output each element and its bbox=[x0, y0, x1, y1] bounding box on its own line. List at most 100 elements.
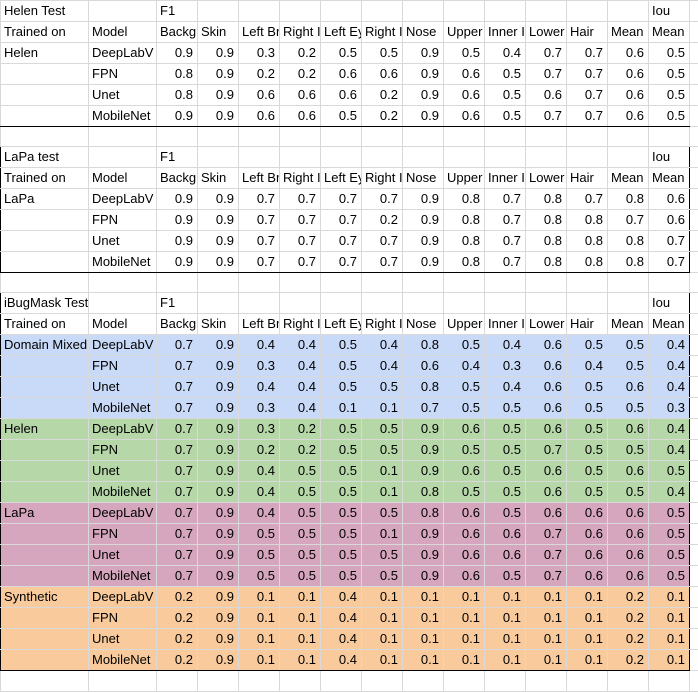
empty-cell[interactable] bbox=[690, 43, 698, 64]
value-cell[interactable]: 0.5 bbox=[567, 440, 608, 461]
model-cell[interactable]: Unet bbox=[89, 377, 157, 398]
value-cell[interactable]: 0.9 bbox=[198, 252, 239, 273]
value-cell[interactable]: 0.1 bbox=[362, 461, 403, 482]
empty-cell[interactable] bbox=[362, 127, 403, 147]
value-cell[interactable]: 0.9 bbox=[403, 461, 444, 482]
value-cell[interactable]: 0.2 bbox=[157, 629, 198, 650]
model-cell[interactable]: Unet bbox=[89, 629, 157, 650]
value-cell[interactable]: 0.9 bbox=[198, 566, 239, 587]
value-cell[interactable]: 0.9 bbox=[198, 210, 239, 231]
value-cell[interactable]: 0.8 bbox=[403, 482, 444, 503]
value-cell[interactable]: 0.1 bbox=[280, 629, 321, 650]
value-cell[interactable]: 0.1 bbox=[362, 524, 403, 545]
value-cell[interactable]: 0.4 bbox=[362, 335, 403, 356]
value-cell[interactable]: 0.7 bbox=[649, 231, 690, 252]
value-cell[interactable]: 0.1 bbox=[280, 608, 321, 629]
value-cell[interactable]: 0.9 bbox=[403, 43, 444, 64]
model-cell[interactable]: DeepLabV bbox=[89, 335, 157, 356]
value-cell[interactable]: 0.5 bbox=[444, 440, 485, 461]
column-header[interactable]: Hair bbox=[567, 168, 608, 189]
value-cell[interactable]: 0.1 bbox=[444, 587, 485, 608]
value-cell[interactable]: 0.9 bbox=[157, 43, 198, 64]
value-cell[interactable]: 0.7 bbox=[157, 377, 198, 398]
empty-cell[interactable] bbox=[444, 147, 485, 168]
value-cell[interactable]: 0.1 bbox=[526, 608, 567, 629]
value-cell[interactable]: 0.5 bbox=[321, 461, 362, 482]
empty-cell[interactable] bbox=[1, 231, 89, 252]
empty-cell[interactable] bbox=[608, 147, 649, 168]
value-cell[interactable]: 0.8 bbox=[526, 189, 567, 210]
value-cell[interactable]: 0.7 bbox=[157, 545, 198, 566]
column-header[interactable]: Inner I bbox=[485, 314, 526, 335]
value-cell[interactable]: 0.5 bbox=[280, 566, 321, 587]
empty-cell[interactable] bbox=[649, 671, 690, 692]
value-cell[interactable]: 0.4 bbox=[485, 335, 526, 356]
column-header[interactable]: Upper bbox=[444, 22, 485, 43]
value-cell[interactable]: 0.9 bbox=[198, 440, 239, 461]
value-cell[interactable]: 0.1 bbox=[362, 650, 403, 671]
section-title[interactable]: Helen Test bbox=[1, 1, 89, 22]
value-cell[interactable]: 0.2 bbox=[608, 650, 649, 671]
empty-cell[interactable] bbox=[1, 650, 89, 671]
empty-cell[interactable] bbox=[1, 482, 89, 503]
empty-cell[interactable] bbox=[649, 273, 690, 293]
value-cell[interactable]: 0.6 bbox=[321, 64, 362, 85]
value-cell[interactable]: 0.9 bbox=[198, 356, 239, 377]
value-cell[interactable]: 0.5 bbox=[485, 85, 526, 106]
value-cell[interactable]: 0.4 bbox=[649, 335, 690, 356]
value-cell[interactable]: 0.5 bbox=[321, 419, 362, 440]
value-cell[interactable]: 0.2 bbox=[280, 419, 321, 440]
value-cell[interactable]: 0.4 bbox=[649, 419, 690, 440]
empty-cell[interactable] bbox=[321, 127, 362, 147]
column-header[interactable]: Left Ey bbox=[321, 314, 362, 335]
value-cell[interactable]: 0.6 bbox=[526, 85, 567, 106]
value-cell[interactable]: 0.6 bbox=[567, 524, 608, 545]
value-cell[interactable]: 0.6 bbox=[526, 356, 567, 377]
empty-cell[interactable] bbox=[1, 377, 89, 398]
value-cell[interactable]: 0.9 bbox=[198, 43, 239, 64]
value-cell[interactable]: 0.7 bbox=[321, 189, 362, 210]
value-cell[interactable]: 0.9 bbox=[198, 545, 239, 566]
value-cell[interactable]: 0.7 bbox=[280, 210, 321, 231]
value-cell[interactable]: 0.7 bbox=[608, 210, 649, 231]
model-cell[interactable]: MobileNet bbox=[89, 106, 157, 127]
value-cell[interactable]: 0.1 bbox=[239, 608, 280, 629]
value-cell[interactable]: 0.5 bbox=[321, 377, 362, 398]
value-cell[interactable]: 0.7 bbox=[649, 252, 690, 273]
empty-cell[interactable] bbox=[690, 231, 698, 252]
value-cell[interactable]: 0.1 bbox=[362, 482, 403, 503]
value-cell[interactable]: 0.1 bbox=[526, 587, 567, 608]
value-cell[interactable]: 0.5 bbox=[608, 482, 649, 503]
value-cell[interactable]: 0.8 bbox=[567, 210, 608, 231]
column-header[interactable]: Left Ey bbox=[321, 168, 362, 189]
value-cell[interactable]: 0.7 bbox=[567, 106, 608, 127]
column-header[interactable]: Lower bbox=[526, 168, 567, 189]
value-cell[interactable]: 0.7 bbox=[239, 231, 280, 252]
value-cell[interactable]: 0.5 bbox=[321, 440, 362, 461]
value-cell[interactable]: 0.5 bbox=[485, 398, 526, 419]
empty-cell[interactable] bbox=[567, 1, 608, 22]
value-cell[interactable]: 0.4 bbox=[239, 482, 280, 503]
model-cell[interactable]: FPN bbox=[89, 64, 157, 85]
value-cell[interactable]: 0.6 bbox=[485, 524, 526, 545]
empty-cell[interactable] bbox=[649, 127, 690, 147]
value-cell[interactable]: 0.7 bbox=[157, 419, 198, 440]
value-cell[interactable]: 0.5 bbox=[362, 566, 403, 587]
value-cell[interactable]: 0.8 bbox=[157, 85, 198, 106]
value-cell[interactable]: 0.3 bbox=[239, 398, 280, 419]
empty-cell[interactable] bbox=[1, 545, 89, 566]
column-header[interactable]: Right I bbox=[362, 314, 403, 335]
value-cell[interactable]: 0.4 bbox=[280, 398, 321, 419]
empty-cell[interactable] bbox=[157, 127, 198, 147]
empty-cell[interactable] bbox=[280, 273, 321, 293]
empty-cell[interactable] bbox=[89, 147, 157, 168]
metric-label-iou[interactable]: Iou bbox=[649, 147, 690, 168]
value-cell[interactable]: 0.8 bbox=[608, 252, 649, 273]
empty-cell[interactable] bbox=[403, 273, 444, 293]
empty-cell[interactable] bbox=[444, 1, 485, 22]
empty-cell[interactable] bbox=[690, 503, 698, 524]
value-cell[interactable]: 0.4 bbox=[280, 335, 321, 356]
value-cell[interactable]: 0.5 bbox=[608, 440, 649, 461]
value-cell[interactable]: 0.7 bbox=[280, 231, 321, 252]
value-cell[interactable]: 0.5 bbox=[567, 461, 608, 482]
